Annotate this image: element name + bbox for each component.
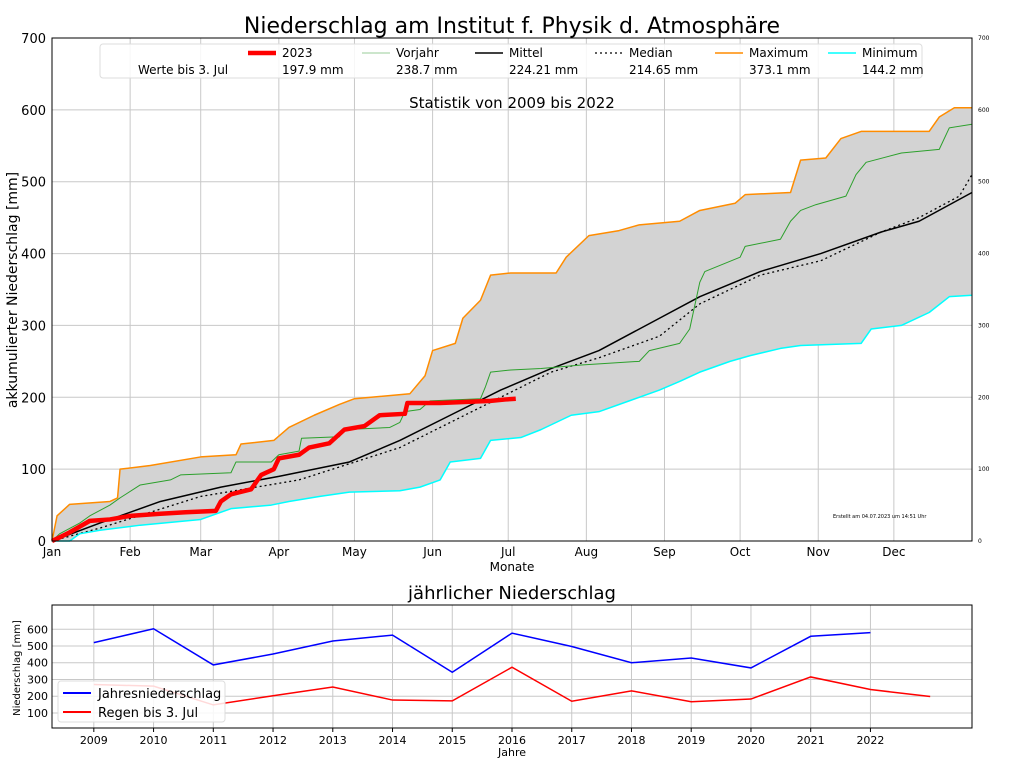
y-tick-label: 400 (27, 657, 48, 670)
legend-value: 224.21 mm (509, 63, 578, 77)
y-tick-label: 0 (38, 535, 46, 550)
y-tick-label: 700 (21, 32, 46, 47)
y-tick-label-right: 700 (978, 35, 990, 42)
y-tick-label-right: 0 (978, 538, 982, 545)
y-tick-label: 200 (21, 391, 46, 406)
series-line-vorjahr (51, 123, 973, 542)
series-line-regen-bis-3-jul (93, 666, 931, 706)
legend-label: Regen bis 3. Jul (98, 706, 198, 721)
series-line-jahresniederschlag (93, 627, 871, 674)
legend-label: Mittel (509, 46, 543, 60)
legend: Jahresniederschlag Regen bis 3. Jul (57, 680, 226, 723)
legend-label: Median (629, 46, 673, 60)
legend-box (57, 680, 226, 723)
main-xlabel: Monate (490, 560, 535, 574)
legend-label: Maximum (749, 46, 808, 60)
legend-value: 144.2 mm (862, 63, 924, 77)
y-tick-label-right: 500 (978, 179, 990, 186)
legend-value: 214.65 mm (629, 63, 698, 77)
main-chart: 0 0 100 100 200 200 300 300 400 400 500 500 600 600 70… (21, 32, 989, 559)
created-annotation: Erstellt am 04.07.2023 um 14:51 Uhr (833, 514, 927, 520)
x-tick-label: 2019 (677, 734, 705, 747)
x-tick-label: Aug (575, 545, 598, 559)
legend-row-label: Werte bis 3. Jul (138, 63, 228, 77)
plot-frame (51, 604, 973, 729)
legend-label: Jahresniederschlag (97, 687, 221, 702)
y-tick-label: 100 (21, 463, 46, 478)
x-tick-label: 2021 (797, 734, 825, 747)
x-tick-label: 2016 (498, 734, 526, 747)
bottom-title: jährlicher Niederschlag (407, 583, 616, 604)
series-line-mittel (51, 191, 973, 542)
x-tick-label: Mar (189, 545, 212, 559)
x-tick-label: 2010 (140, 734, 168, 747)
legend: Werte bis 3. Jul 2023 197.9 mm Vorjahr 238.7… (99, 43, 924, 79)
y-tick-label: 400 (21, 248, 46, 263)
x-tick-label: Jan (42, 545, 62, 559)
main-title: Niederschlag am Institut f. Physik d. At… (244, 14, 780, 39)
series-line-maximum (51, 106, 972, 542)
x-tick-label: 2014 (379, 734, 407, 747)
x-tick-label: 2011 (199, 734, 227, 747)
x-tick-label: Nov (807, 545, 830, 559)
y-tick-label-right: 100 (978, 466, 990, 473)
y-tick-label: 600 (27, 623, 48, 636)
y-tick-label-right: 600 (978, 107, 990, 114)
x-tick-label: 2012 (259, 734, 287, 747)
legend-value: 197.9 mm (282, 63, 344, 77)
x-tick-label: Apr (268, 545, 289, 559)
series-line-minimum (52, 294, 973, 542)
x-tick-label: Sep (653, 545, 676, 559)
series-line-2023 (51, 396, 516, 544)
bottom-xlabel: Jahre (497, 746, 526, 759)
series-line-median (51, 174, 973, 542)
y-tick-label: 100 (27, 707, 48, 720)
x-tick-label: Feb (120, 545, 141, 559)
x-tick-label: 2022 (856, 734, 884, 747)
y-tick-label-right: 400 (978, 251, 990, 258)
x-tick-label: Jun (422, 545, 442, 559)
min-max-range-area (52, 107, 972, 542)
y-tick-label: 500 (27, 640, 48, 653)
legend-label: 2023 (282, 46, 313, 60)
y-tick-label: 200 (27, 690, 48, 703)
x-tick-label: 2013 (319, 734, 347, 747)
x-tick-label: Jul (500, 545, 515, 559)
main-ylabel: akkumulierter Niederschlag [mm] (5, 172, 21, 408)
y-tick-label: 600 (21, 104, 46, 119)
y-tick-label: 500 (21, 176, 46, 191)
legend-value: 373.1 mm (749, 63, 811, 77)
plot-frame (51, 37, 973, 542)
x-tick-label: 2009 (80, 734, 108, 747)
legend-label: Vorjahr (396, 46, 439, 60)
legend-label: Minimum (862, 46, 918, 60)
bottom-ylabel: Niederschlag [mm] (12, 620, 23, 716)
x-tick-label: 2017 (558, 734, 586, 747)
x-tick-label: 2015 (438, 734, 466, 747)
y-tick-label: 300 (27, 673, 48, 686)
x-tick-label: May (342, 545, 367, 559)
x-tick-label: 2020 (737, 734, 765, 747)
y-tick-label-right: 200 (978, 394, 990, 401)
y-tick-label-right: 300 (978, 322, 990, 329)
x-tick-label: Oct (730, 545, 751, 559)
legend-value: 238.7 mm (396, 63, 458, 77)
bottom-chart: 100 200 300 400 500 600 2009 2010 2011 2012 2013 20… (27, 604, 973, 747)
x-tick-label: 2018 (617, 734, 645, 747)
y-tick-label: 300 (21, 319, 46, 334)
main-subtitle: Statistik von 2009 bis 2022 (409, 94, 615, 112)
x-tick-label: Dec (882, 545, 905, 559)
